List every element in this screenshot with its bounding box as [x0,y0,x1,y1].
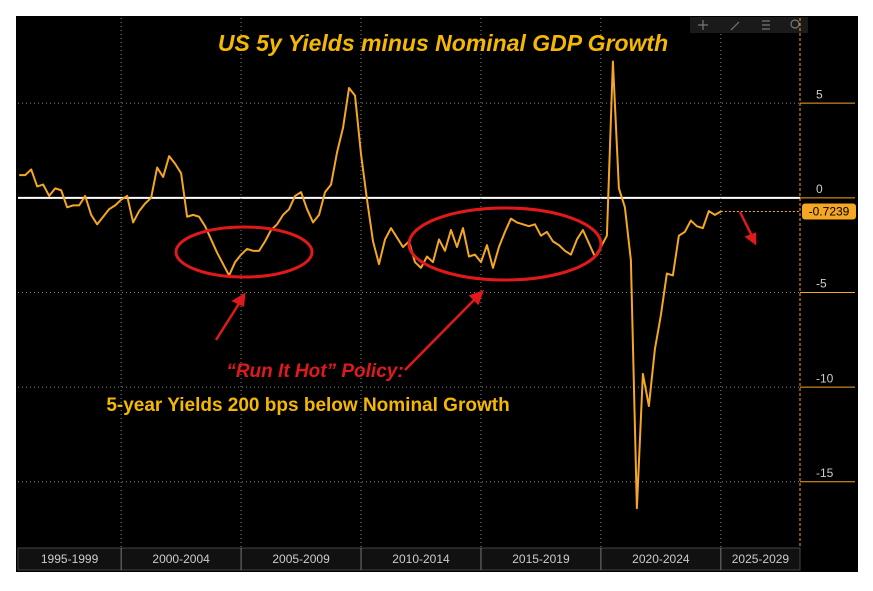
icon-zoom[interactable] [790,19,800,29]
arrow-head [468,289,485,306]
toolbar-bg [690,17,808,33]
x-tick-label: 1995-1999 [41,552,99,566]
x-axis-bar [17,547,801,571]
icon-menu[interactable] [762,20,770,30]
toolbar [690,17,808,33]
annotation: “Run It Hot” Policy: [226,361,403,382]
y-tick-label: -10 [816,371,834,385]
chart-background [16,16,858,572]
x-tick-label: 2025-2029 [732,552,790,566]
icon-plus[interactable] [698,20,708,30]
highlight-ellipse [407,206,603,282]
last-value-label: -0.7239 [809,205,850,219]
data-line [19,60,722,510]
last-value-box [802,203,856,220]
chart-title: US 5y Yields minus Nominal GDP Growth [218,30,668,56]
x-tick-label: 2000-2004 [152,552,210,566]
y-tick-label: 5 [816,87,823,101]
ticks: 5 0 -5 -10 -15 1995-1999 2000-2004 2005-2009 201… [41,87,855,570]
y-tick-label: -15 [816,466,834,480]
annotation: 5-year Yields 200 bps below Nominal Grow… [106,395,509,416]
arrow-head [231,292,246,307]
x-tick-label: 2020-2024 [632,552,690,566]
x-tick-label: 2015-2019 [512,552,570,566]
arrow [738,211,754,237]
arrow [404,297,477,371]
arrow [214,301,242,341]
grid [18,18,800,548]
x-tick-label: 2005-2009 [272,552,330,566]
x-tick-label: 2010-2014 [392,552,450,566]
icon-draw[interactable] [730,21,740,31]
arrow-head [744,232,757,246]
y-tick-label: -5 [816,277,827,291]
y-tick-label: 0 [816,182,823,196]
plot: -0.7239 [19,60,856,510]
highlight-ellipse [174,225,314,279]
